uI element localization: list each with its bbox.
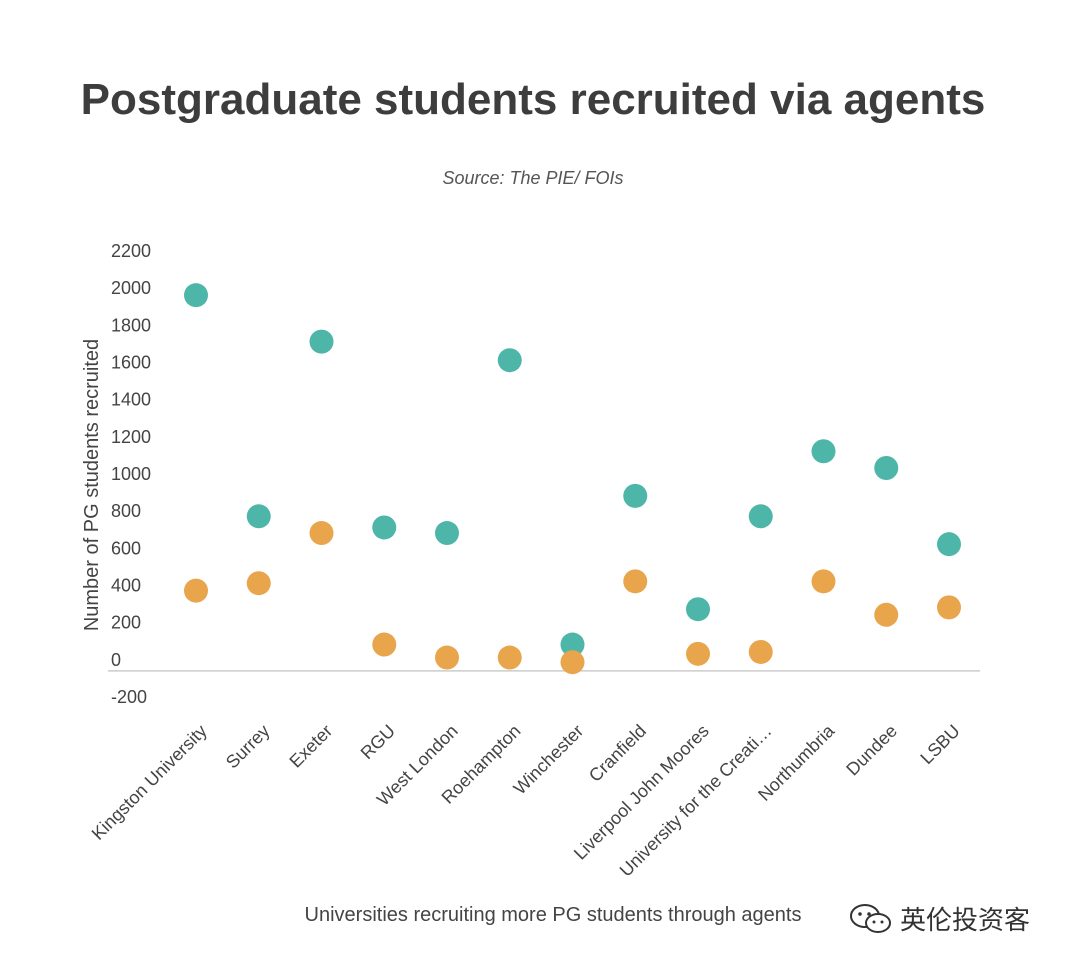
- y-tick-label: 0: [111, 650, 121, 670]
- y-tick-label: 1800: [111, 315, 151, 335]
- data-point-series-2: [497, 645, 522, 670]
- watermark-text: 英伦投资客: [900, 905, 1031, 935]
- data-points: [184, 283, 961, 675]
- x-tick-label: RGU: [357, 721, 399, 763]
- y-tick-label: -200: [111, 687, 147, 707]
- data-point-series-1: [874, 455, 899, 480]
- data-point-series-1: [560, 632, 585, 657]
- data-point-series-1: [623, 483, 648, 508]
- data-point-series-1: [246, 504, 271, 529]
- data-point-series-2: [748, 639, 773, 664]
- y-tick-label: 1200: [111, 427, 151, 447]
- data-point-series-2: [435, 645, 459, 670]
- data-point-series-2: [874, 602, 899, 627]
- y-tick-label: 1000: [111, 464, 151, 484]
- data-point-series-2: [623, 569, 648, 594]
- data-point-series-2: [372, 632, 397, 657]
- data-point-series-1: [748, 504, 773, 529]
- x-tick-label: LSBU: [916, 721, 963, 768]
- data-point-series-2: [560, 650, 585, 675]
- data-point-series-2: [937, 595, 961, 620]
- x-tick-label: Dundee: [842, 721, 901, 780]
- data-point-series-1: [811, 439, 836, 464]
- x-tick-label: Exeter: [285, 721, 336, 772]
- data-point-series-1: [309, 329, 334, 354]
- y-tick-label: 600: [111, 538, 141, 558]
- y-axis-ticks: 2200200018001600140012001000800600400200…: [111, 241, 151, 707]
- data-point-series-2: [686, 641, 710, 666]
- y-tick-label: 800: [111, 501, 141, 521]
- chart-title: Postgraduate students recruited via agen…: [80, 75, 986, 124]
- x-axis-label: Universities recruiting more PG students…: [305, 904, 802, 926]
- data-point-series-2: [246, 571, 271, 596]
- wechat-icon: [850, 903, 891, 933]
- data-point-series-1: [497, 348, 522, 373]
- data-point-series-1: [184, 283, 208, 308]
- chart-subtitle: Source: The PIE/ FOIs: [442, 168, 624, 188]
- data-point-series-2: [184, 578, 208, 603]
- y-axis-label: Number of PG students recruited: [81, 339, 103, 631]
- data-point-series-2: [811, 569, 836, 594]
- x-tick-label: Surrey: [222, 721, 274, 773]
- y-tick-label: 200: [111, 613, 141, 633]
- data-point-series-1: [937, 532, 961, 557]
- y-tick-label: 1400: [111, 390, 151, 410]
- y-tick-label: 2200: [111, 241, 151, 261]
- data-point-series-1: [686, 597, 710, 622]
- watermark: 英伦投资客: [848, 900, 1030, 937]
- data-point-series-2: [309, 521, 334, 546]
- y-tick-label: 2000: [111, 278, 151, 298]
- data-point-series-1: [372, 515, 397, 540]
- y-tick-label: 400: [111, 576, 141, 596]
- x-tick-label: Cranfield: [585, 721, 650, 786]
- y-tick-label: 1600: [111, 353, 151, 373]
- x-tick-label: Kingston University: [88, 721, 211, 844]
- data-point-series-1: [435, 521, 459, 546]
